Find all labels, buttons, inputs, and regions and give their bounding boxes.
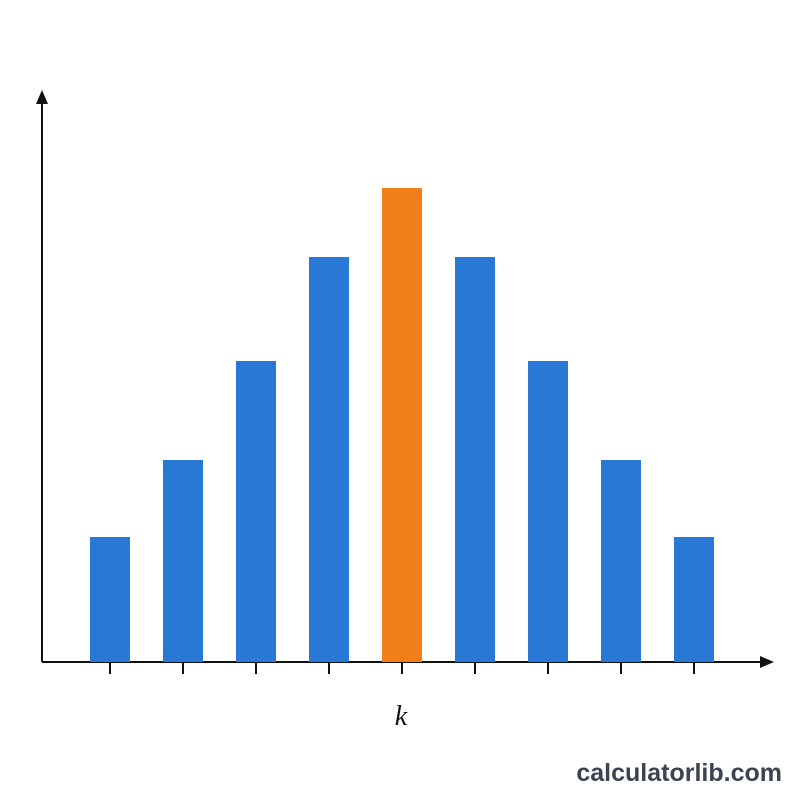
- bar: [528, 361, 568, 662]
- x-axis-label: k: [395, 701, 408, 732]
- x-axis-arrow: [760, 656, 774, 668]
- bar: [601, 460, 641, 662]
- bar: [90, 537, 130, 662]
- y-axis-arrow: [36, 90, 48, 104]
- bar: [382, 188, 422, 662]
- bar: [674, 537, 714, 662]
- bar: [455, 257, 495, 662]
- watermark: calculatorlib.com: [576, 759, 782, 787]
- bar: [163, 460, 203, 662]
- bar: [236, 361, 276, 662]
- bar: [309, 257, 349, 662]
